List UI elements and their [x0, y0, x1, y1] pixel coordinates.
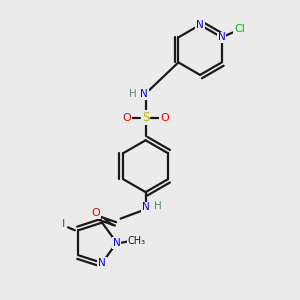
Text: H: H [154, 201, 162, 211]
Text: H: H [129, 89, 137, 99]
Text: O: O [122, 112, 131, 123]
Text: N: N [218, 32, 226, 42]
Text: S: S [142, 111, 149, 124]
Text: O: O [91, 208, 100, 218]
Text: N: N [98, 258, 106, 268]
Text: Cl: Cl [234, 23, 245, 34]
Text: N: N [196, 20, 204, 30]
Text: CH₃: CH₃ [128, 236, 146, 246]
Text: N: N [113, 238, 121, 248]
Text: O: O [160, 112, 169, 123]
Text: N: N [140, 89, 148, 99]
Text: N: N [142, 202, 149, 212]
Text: I: I [62, 219, 65, 230]
